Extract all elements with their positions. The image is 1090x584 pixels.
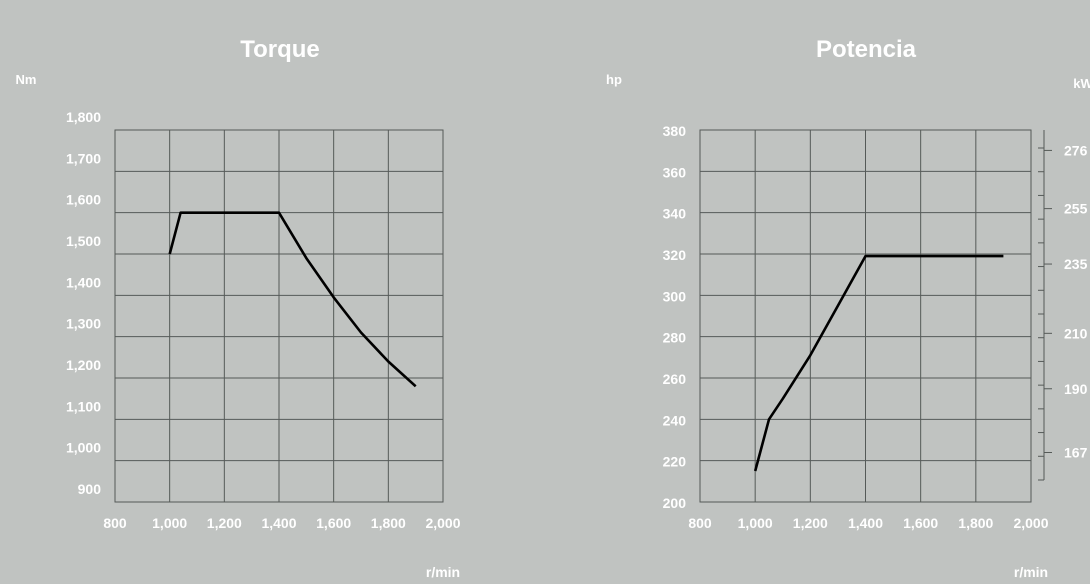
torque-y-tick-label: 1,800 xyxy=(66,109,101,125)
torque-y-tick-label: 1,300 xyxy=(66,316,101,332)
power-x-unit: r/min xyxy=(1014,564,1048,579)
torque-x-tick-label: 1,400 xyxy=(261,515,296,531)
torque-y-ticks: 900 1,000 1,100 1,200 1,300 1,400 1,500 1,600 1,… xyxy=(66,109,101,497)
torque-y-tick-label: 1,600 xyxy=(66,192,101,208)
torque-grid xyxy=(114,129,444,503)
torque-y-tick-label: 900 xyxy=(78,481,102,497)
torque-y-unit: Nm xyxy=(16,72,37,87)
power-y2-tick-label: 235 xyxy=(1064,256,1088,272)
power-y-tick-label: 320 xyxy=(663,247,687,263)
power-x-ticks: 800 1,000 1,200 1,400 1,600 1,800 2,000 xyxy=(688,515,1048,531)
power-chart: Potencia hp kW r/min 800 1,000 1,200 1,400 1… xyxy=(606,36,1090,580)
power-x-tick-label: 800 xyxy=(688,515,712,531)
torque-curve xyxy=(168,211,417,388)
torque-title: Torque xyxy=(240,36,320,63)
torque-x-unit: r/min xyxy=(426,564,460,579)
power-y2-tick-label: 190 xyxy=(1064,381,1088,397)
power-y2-tick-label: 255 xyxy=(1064,201,1088,217)
torque-x-tick-label: 1,600 xyxy=(316,515,351,531)
power-x-tick-label: 1,400 xyxy=(848,515,883,531)
torque-x-tick-label: 1,000 xyxy=(152,515,187,531)
power-curve xyxy=(753,254,1004,472)
power-x-tick-label: 1,200 xyxy=(793,515,828,531)
power-y-tick-label: 240 xyxy=(663,412,687,428)
torque-x-tick-label: 800 xyxy=(103,515,127,531)
power-y-tick-label: 300 xyxy=(663,288,687,304)
power-y-ticks: 200 220 240 260 280 300 320 340 360 380 xyxy=(663,123,687,511)
power-y-tick-label: 360 xyxy=(663,164,687,180)
power-x-tick-label: 1,000 xyxy=(738,515,773,531)
torque-y-tick-label: 1,400 xyxy=(66,274,101,290)
torque-y-tick-label: 1,700 xyxy=(66,150,101,166)
power-x-tick-label: 1,600 xyxy=(903,515,938,531)
torque-x-tick-label: 2,000 xyxy=(425,515,460,531)
torque-x-ticks: 800 1,000 1,200 1,400 1,600 1,800 2,000 xyxy=(103,515,460,531)
power-y-tick-label: 260 xyxy=(663,371,687,387)
torque-chart: Torque Nm r/min 800 1,000 1,200 1,400 1,600 1… xyxy=(16,36,461,580)
power-x-tick-label: 1,800 xyxy=(958,515,993,531)
power-y-tick-label: 220 xyxy=(663,454,687,470)
torque-y-tick-label: 1,500 xyxy=(66,233,101,249)
power-y2-tick-label: 167 xyxy=(1064,445,1088,461)
power-y-tick-label: 380 xyxy=(663,123,687,139)
power-y-tick-label: 340 xyxy=(663,206,687,222)
torque-y-tick-label: 1,000 xyxy=(66,440,101,456)
power-y2-tick-label: 210 xyxy=(1064,325,1088,341)
power-y-tick-label: 200 xyxy=(663,495,687,511)
power-title: Potencia xyxy=(816,36,917,63)
power-grid xyxy=(699,129,1032,503)
power-x-tick-label: 2,000 xyxy=(1013,515,1048,531)
torque-x-tick-label: 1,200 xyxy=(207,515,242,531)
torque-y-tick-label: 1,100 xyxy=(66,398,101,414)
torque-y-tick-label: 1,200 xyxy=(66,357,101,373)
power-y2-axis: 167 190 210 235 255 276 xyxy=(1038,130,1088,481)
torque-x-tick-label: 1,800 xyxy=(371,515,406,531)
power-y2-tick-label: 276 xyxy=(1064,142,1088,158)
power-y2-unit: kW xyxy=(1073,76,1090,91)
power-y-tick-label: 280 xyxy=(663,330,687,346)
power-y-unit: hp xyxy=(606,72,622,87)
